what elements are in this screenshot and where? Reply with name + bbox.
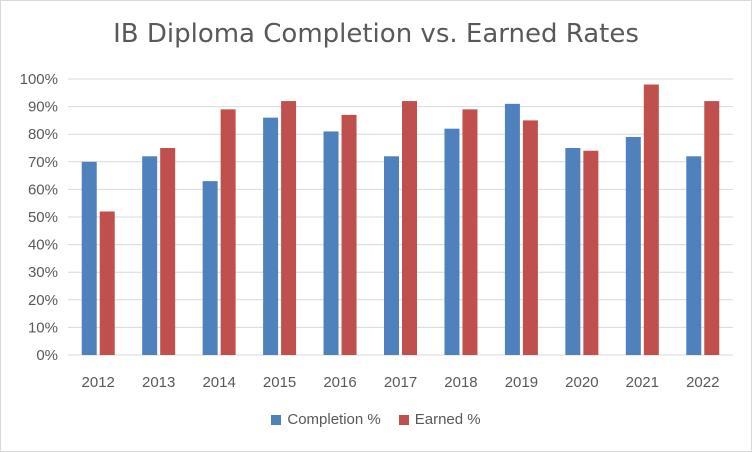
x-tick-label: 2022 (686, 374, 719, 391)
y-tick-label: 60% (28, 181, 58, 198)
bar-earned (402, 101, 417, 355)
bar-completion (625, 136, 641, 355)
bar-completion (81, 161, 97, 355)
bar-earned (583, 150, 599, 355)
x-tick-label: 2018 (444, 374, 477, 391)
y-tick-label: 30% (28, 264, 58, 281)
legend-label-completion: Completion % (287, 411, 381, 428)
y-tick-label: 70% (28, 154, 58, 171)
bar-earned (462, 109, 478, 355)
bar-earned (704, 101, 720, 355)
bar-completion (565, 148, 581, 355)
bar-completion (142, 156, 158, 355)
chart-title: IB Diploma Completion vs. Earned Rates (113, 19, 639, 49)
x-tick-label: 2021 (626, 374, 659, 391)
bar-earned (281, 101, 297, 355)
bar-earned (99, 211, 115, 355)
y-tick-label: 80% (28, 126, 58, 143)
bar-completion (323, 131, 339, 355)
y-tick-label: 10% (28, 319, 58, 336)
bar-completion (263, 117, 279, 355)
y-tick-label: 40% (28, 237, 58, 254)
legend-item-completion: Completion % (271, 411, 381, 428)
y-tick-label: 20% (28, 292, 58, 309)
bar-completion (202, 181, 218, 355)
y-tick-label: 90% (28, 99, 58, 116)
legend-swatch-earned (398, 414, 409, 425)
bar-earned (160, 148, 176, 355)
bar-earned (341, 114, 357, 355)
bar-completion (444, 128, 460, 355)
y-tick-label: 0% (36, 347, 58, 364)
x-tick-label: 2016 (323, 374, 356, 391)
bar-completion (384, 156, 399, 355)
x-tick-label: 2019 (505, 374, 538, 391)
x-tick-label: 2020 (565, 374, 598, 391)
bar-earned (643, 84, 659, 356)
x-tick-label: 2015 (263, 374, 296, 391)
legend-swatch-completion (271, 414, 282, 425)
bar-earned (522, 120, 538, 356)
legend-label-earned: Earned % (414, 411, 481, 428)
y-tick-label: 100% (20, 71, 58, 88)
bar-completion (504, 103, 520, 355)
y-tick-label: 50% (28, 209, 58, 226)
bar-earned (220, 109, 236, 355)
bar-completion (686, 156, 702, 355)
x-tick-label: 2014 (202, 374, 235, 391)
x-tick-label: 2012 (82, 374, 115, 391)
x-tick-label: 2017 (384, 374, 417, 391)
x-tick-label: 2013 (142, 374, 175, 391)
legend-item-earned: Earned % (398, 411, 481, 428)
chart-legend: Completion % Earned % (1, 411, 751, 428)
